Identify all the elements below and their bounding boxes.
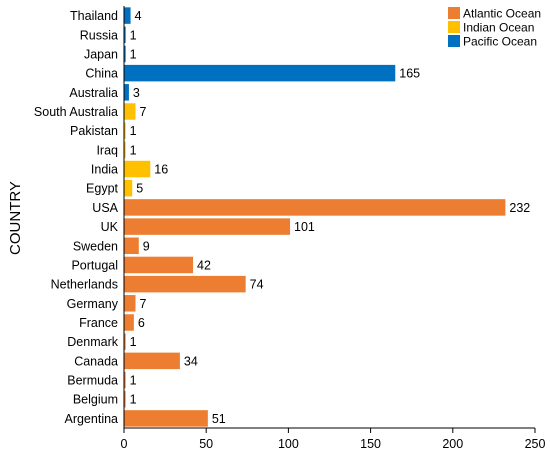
category-label-portugal: Portugal: [71, 258, 118, 272]
bar-thailand: [124, 7, 131, 24]
category-label-netherlands: Netherlands: [51, 278, 118, 292]
x-tick-label-100: 100: [278, 437, 299, 451]
x-tick-label-200: 200: [442, 437, 463, 451]
value-label-china: 165: [399, 67, 420, 81]
bar-egypt: [124, 179, 133, 197]
x-tick-label-0: 0: [121, 437, 128, 451]
x-tick-label-250: 250: [525, 437, 546, 451]
value-label-uk: 101: [294, 220, 315, 234]
bar-iraq: [124, 141, 126, 159]
bar-portugal: [124, 256, 194, 274]
category-labels: Thailand Russia Japan China Australia South A…: [34, 9, 119, 426]
bar-canada: [124, 352, 180, 370]
value-label-japan: 1: [130, 47, 137, 61]
bar-france: [124, 314, 134, 331]
bar-china: [124, 64, 396, 82]
value-label-thailand: 4: [135, 9, 142, 23]
category-label-bermuda: Bermuda: [67, 374, 118, 388]
category-label-sweden: Sweden: [73, 239, 118, 253]
bar-australia: [124, 84, 129, 101]
category-label-canada: Canada: [74, 354, 118, 368]
value-label-germany: 7: [140, 297, 147, 311]
category-label-russia: Russia: [80, 28, 118, 42]
category-label-uk: UK: [101, 220, 119, 234]
category-label-pakistan: Pakistan: [70, 124, 118, 138]
legend-label-indian-ocean: Indian Ocean: [463, 21, 534, 35]
bar-india: [124, 160, 151, 178]
bar-bermuda: [124, 371, 126, 389]
legend-label-atlantic-ocean: Atlantic Ocean: [463, 7, 541, 21]
x-tick-label-150: 150: [360, 437, 381, 451]
value-label-belgium: 1: [130, 393, 137, 407]
x-tick-label-50: 50: [199, 437, 213, 451]
bar-south-australia: [124, 103, 136, 120]
value-label-sweden: 9: [143, 239, 150, 253]
bar-japan: [124, 45, 126, 63]
category-label-south-australia: South Australia: [34, 105, 118, 119]
bar-russia: [124, 26, 126, 44]
bar-uk: [124, 218, 291, 235]
value-label-india: 16: [154, 163, 168, 177]
legend-label-pacific-ocean: Pacific Ocean: [463, 35, 537, 49]
legend-swatch-indian-ocean: [448, 21, 460, 33]
legend-swatch-pacific-ocean: [448, 35, 460, 47]
category-label-japan: Japan: [84, 47, 118, 61]
bar-germany: [124, 295, 136, 312]
legend-swatch-atlantic-ocean: [448, 7, 460, 19]
bar-argentina: [124, 410, 208, 427]
category-label-iraq: Iraq: [96, 143, 118, 157]
category-label-france: France: [79, 316, 118, 330]
value-label-netherlands: 74: [250, 278, 264, 292]
value-label-france: 6: [138, 316, 145, 330]
category-label-belgium: Belgium: [73, 393, 118, 407]
bar-netherlands: [124, 275, 246, 293]
value-label-australia: 3: [133, 86, 140, 100]
value-label-canada: 34: [184, 354, 198, 368]
bar-denmark: [124, 333, 126, 350]
bar-pakistan: [124, 122, 126, 139]
category-label-argentina: Argentina: [64, 412, 118, 426]
bars-group: [124, 7, 506, 427]
bar-belgium: [124, 390, 126, 408]
bar-sweden: [124, 237, 139, 255]
x-axis: 0 50 100 150 200 250: [121, 427, 546, 451]
y-axis-title: COUNTRY: [7, 181, 24, 255]
category-label-denmark: Denmark: [67, 335, 118, 349]
value-label-russia: 1: [130, 28, 137, 42]
category-label-germany: Germany: [67, 297, 119, 311]
category-label-egypt: Egypt: [86, 182, 118, 196]
category-label-australia: Australia: [69, 86, 118, 100]
value-label-egypt: 5: [136, 182, 143, 196]
category-label-india: India: [91, 163, 118, 177]
category-label-usa: USA: [92, 201, 118, 215]
value-label-iraq: 1: [130, 143, 137, 157]
category-label-china: China: [85, 67, 118, 81]
value-label-argentina: 51: [212, 412, 226, 426]
value-label-usa: 232: [509, 201, 530, 215]
bar-usa: [124, 199, 506, 216]
value-label-portugal: 42: [197, 258, 211, 272]
value-label-south-australia: 7: [140, 105, 147, 119]
value-label-pakistan: 1: [130, 124, 137, 138]
value-label-denmark: 1: [130, 335, 137, 349]
category-label-thailand: Thailand: [70, 9, 118, 23]
value-label-bermuda: 1: [130, 374, 137, 388]
